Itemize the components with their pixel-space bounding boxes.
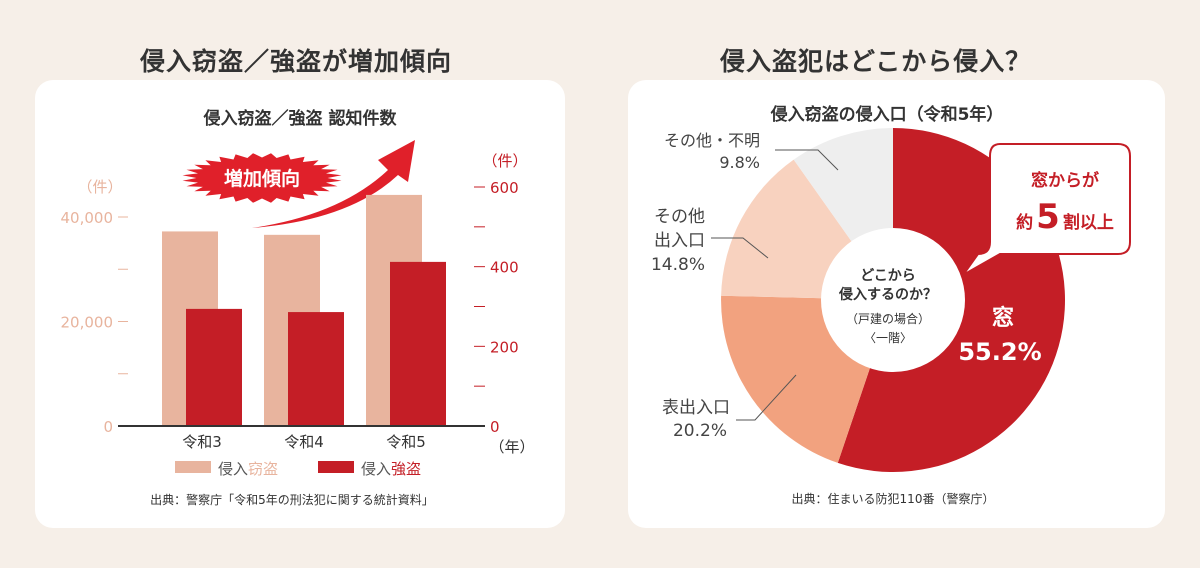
leader-front-door (736, 374, 797, 421)
slice-pct-other: 9.8% (719, 153, 760, 172)
slice-pct-other-door: 14.8% (651, 255, 705, 275)
callout-line-1: 窓からが (1031, 170, 1099, 191)
left-tick-label: 20,000 (61, 314, 114, 332)
right-tick-label: 0 (490, 418, 500, 436)
center-line-3: （戸建の場合） (846, 311, 930, 326)
legend-theft-suffix: 窃盗 (248, 460, 278, 478)
legend-theft-prefix: 侵入 (218, 460, 248, 478)
right-heading: 侵入盗犯はどこから侵入？ (720, 47, 1032, 76)
slice-label-window: 窓 (992, 305, 1014, 331)
pie-source: 出典：住まいる防犯110番（警察庁） (792, 491, 995, 506)
slice-label-front-door: 表出入口 (662, 398, 730, 418)
bar-robbery (186, 308, 242, 426)
leader-other (775, 149, 839, 171)
center-line-2: 侵入するのか？ (838, 286, 937, 303)
right-tick-label: 200 (490, 338, 519, 356)
center-line-1: どこから (860, 268, 916, 284)
right-tick-label: 600 (490, 179, 519, 197)
legend-robbery-prefix: 侵入 (361, 460, 391, 478)
slice-label-other: その他・不明 (664, 131, 760, 150)
x-tick-label: 令和5 (386, 433, 426, 451)
slice-label-other-door: その他出入口 (654, 207, 705, 251)
pie-chart-title: 侵入窃盗の侵入口（令和5年） (770, 104, 1004, 125)
legend-robbery-suffix: 強盗 (391, 460, 421, 478)
bar-source: 出典：警察庁「令和5年の刑法犯に関する統計資料」 (150, 492, 434, 507)
increase-badge: 増加傾向 (182, 153, 342, 203)
callout-number: 5 (1036, 197, 1060, 237)
bar-chart-title: 侵入窃盗／強盗 認知件数 (203, 108, 398, 129)
left-tick-label: 40,000 (61, 209, 114, 227)
bar-robbery (390, 261, 446, 426)
slice-pct-front-door: 20.2% (673, 421, 727, 441)
x-tick-label: 令和4 (284, 433, 324, 451)
svg-text:侵入窃盗: 侵入窃盗 (218, 460, 278, 478)
callout-post: 割以上 (1063, 212, 1114, 233)
left-axis-unit: （件） (77, 178, 122, 196)
legend-swatch-robbery (318, 461, 354, 473)
right-tick-label: 400 (490, 259, 519, 277)
pie-center-hole (821, 228, 965, 372)
left-tick-label: 0 (103, 418, 113, 436)
slice-pct-window: 55.2% (958, 338, 1041, 366)
left-heading: 侵入窃盗／強盗が増加傾向 (140, 47, 453, 76)
leader-other-door (711, 237, 769, 259)
svg-text:侵入強盗: 侵入強盗 (361, 460, 421, 478)
increase-arrow-icon (252, 140, 415, 228)
callout-bubble: 窓からが 約5 割以上 (962, 143, 1131, 276)
x-axis-unit: （年） (489, 438, 534, 456)
x-tick-label: 令和3 (182, 433, 222, 451)
bar-robbery (288, 312, 344, 426)
callout-pre: 約 (1016, 212, 1033, 233)
increase-badge-text: 増加傾向 (224, 167, 300, 190)
legend: 侵入窃盗 侵入強盗 (175, 460, 421, 478)
center-line-4: 〈一階〉 (864, 330, 912, 345)
right-axis-unit: （件） (482, 152, 527, 170)
legend-swatch-theft (175, 461, 211, 473)
